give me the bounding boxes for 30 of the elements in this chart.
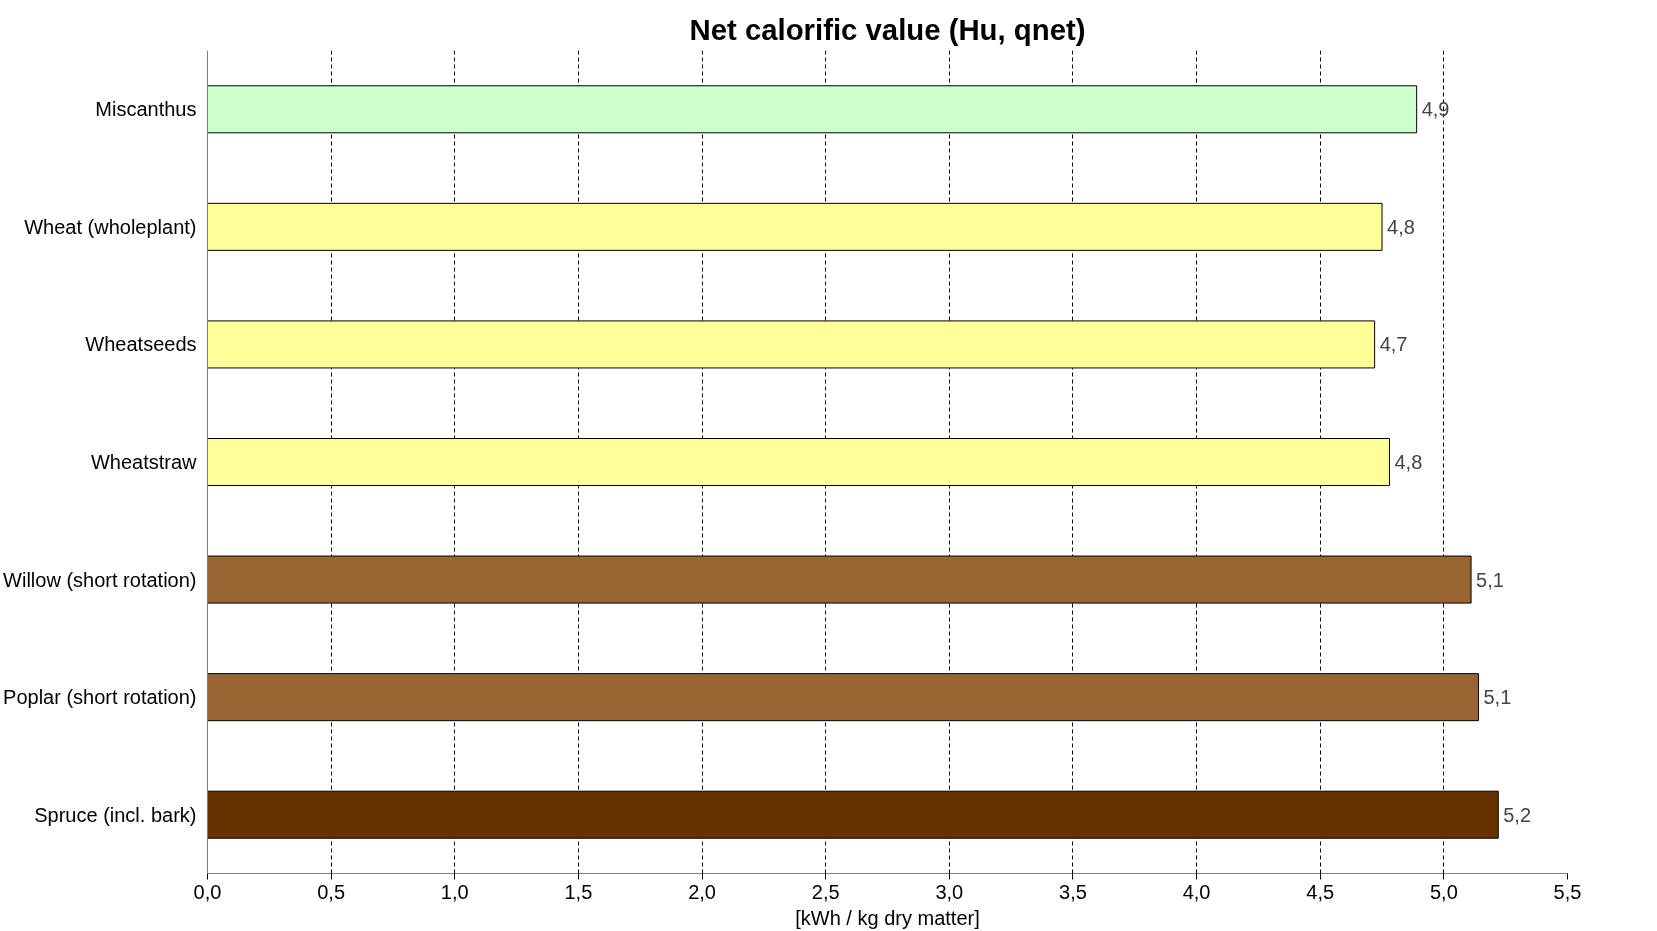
x-tick-label: 2,5 xyxy=(811,880,840,903)
x-tick-label: 1,0 xyxy=(440,880,469,903)
data-label: 5,1 xyxy=(1483,686,1512,709)
x-tick-label: 0,0 xyxy=(193,880,222,903)
data-label: 4,8 xyxy=(1394,451,1423,473)
data-label: 4,9 xyxy=(1421,98,1450,121)
data-label: 4,8 xyxy=(1387,215,1415,238)
data-label: 5,2 xyxy=(1503,803,1532,826)
bar xyxy=(207,673,1479,722)
x-tick-label: 2,0 xyxy=(688,880,716,903)
x-tick-label: 4,0 xyxy=(1182,880,1211,903)
data-label: 4,7 xyxy=(1379,333,1408,356)
y-tick-label: Miscanthus xyxy=(95,98,197,121)
x-tick-label: 5,0 xyxy=(1429,880,1458,903)
y-tick-label: Wheatseeds xyxy=(85,333,197,356)
x-tick-label: 1,5 xyxy=(564,880,593,903)
x-tick-label: 5,5 xyxy=(1553,880,1582,903)
y-tick-label: Wheat (wholeplant) xyxy=(24,215,197,238)
y-tick-label: Wheatstraw xyxy=(90,451,198,473)
data-label: 5,1 xyxy=(1476,568,1504,591)
x-tick-label: 4,5 xyxy=(1306,880,1335,903)
x-tick-label: 3,0 xyxy=(935,880,964,903)
x-tick-label: 3,5 xyxy=(1059,880,1087,903)
x-tick-label: 0,5 xyxy=(317,880,346,903)
y-tick-label: Willow (short rotation) xyxy=(3,568,197,591)
x-axis-title: [kWh / kg dry matter] xyxy=(795,906,980,929)
y-tick-label: Spruce (incl. bark) xyxy=(34,803,197,826)
chart-title: Net calorific value (Hu, qnet) xyxy=(689,12,1086,46)
bar xyxy=(207,85,1418,134)
y-tick-label: Poplar (short rotation) xyxy=(3,686,197,709)
